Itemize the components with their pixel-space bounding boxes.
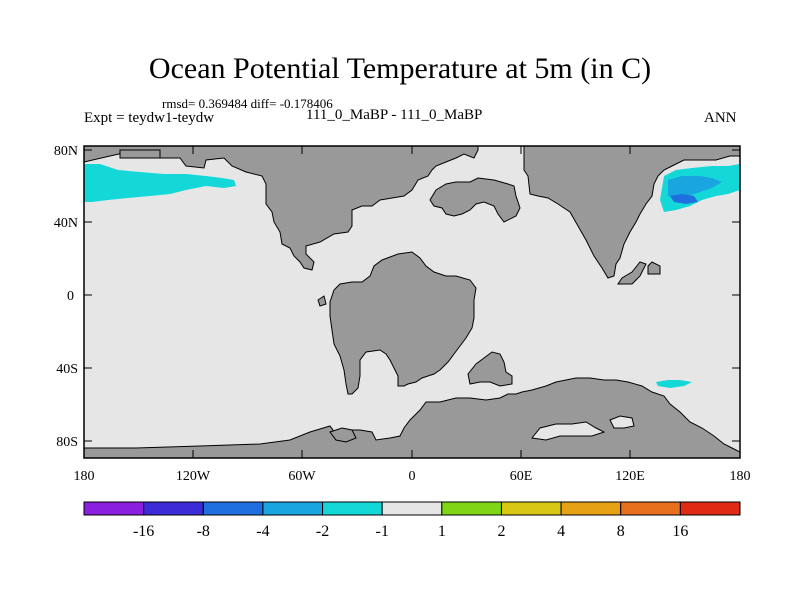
land-arctic-strip bbox=[119, 149, 161, 159]
latitude-labels: 80N 40N 0 40S 80S bbox=[54, 144, 78, 450]
colorbar-label: -16 bbox=[133, 523, 154, 540]
land-asia bbox=[523, 145, 741, 279]
land-island-east-2 bbox=[647, 261, 661, 275]
lat-tick-label: 0 bbox=[67, 289, 74, 304]
anomaly-patches bbox=[84, 164, 740, 388]
lon-tick-label: 120W bbox=[176, 469, 211, 484]
colorbar bbox=[83, 501, 741, 516]
lon-tick-label: 180 bbox=[730, 469, 751, 484]
land-islet-south bbox=[329, 427, 357, 443]
map-title: Ocean Potential Temperature at 5m (in C) bbox=[148, 52, 652, 85]
land-africa bbox=[329, 251, 477, 395]
lat-tick-label: 80N bbox=[54, 144, 78, 159]
anomaly-east-blue bbox=[670, 194, 698, 204]
colorbar-swatch bbox=[381, 501, 443, 516]
land-island-east bbox=[617, 261, 647, 285]
anomaly-south-cyan bbox=[656, 380, 692, 388]
lat-tick-label: 80S bbox=[56, 435, 78, 450]
colorbar-swatch bbox=[83, 501, 145, 516]
colorbar-swatch bbox=[500, 501, 562, 516]
landmasses bbox=[83, 145, 741, 459]
lon-tick-label: 180 bbox=[74, 469, 95, 484]
lon-tick-label: 120E bbox=[615, 469, 645, 484]
anomaly-west-atlantic bbox=[84, 164, 236, 202]
stats-line: rmsd= 0.369484 diff= -0.178406 bbox=[162, 96, 333, 111]
land-europe bbox=[429, 177, 521, 223]
colorbar-label: 4 bbox=[557, 523, 565, 540]
colorbar-swatch bbox=[679, 501, 741, 516]
longitude-axis bbox=[83, 146, 741, 458]
colorbar-label: -2 bbox=[316, 523, 329, 540]
colorbar-swatch bbox=[202, 501, 264, 516]
season-label: ANN bbox=[704, 110, 737, 126]
land-south-block bbox=[467, 351, 513, 387]
colorbar-swatch bbox=[620, 501, 681, 516]
land-islet-west bbox=[317, 295, 327, 307]
ocean-embayment-2 bbox=[609, 415, 635, 429]
colorbar-label: -8 bbox=[197, 523, 210, 540]
colorbar-labels: -16 -8 -4 -2 -1 1 2 4 8 16 bbox=[133, 523, 688, 540]
colorbar-label: -4 bbox=[256, 523, 269, 540]
colorbar-label: 8 bbox=[617, 523, 625, 540]
colorbar-swatch bbox=[560, 501, 622, 516]
colorbar-swatch bbox=[143, 501, 204, 516]
anomaly-east-lightblue bbox=[668, 176, 722, 198]
colorbar-swatch bbox=[262, 501, 324, 516]
ocean-embayment-1 bbox=[531, 421, 606, 441]
lat-tick-label: 40S bbox=[56, 362, 78, 377]
lon-tick-label: 0 bbox=[409, 469, 416, 484]
longitude-labels: 180 120W 60W 0 60E 120E 180 bbox=[74, 469, 751, 484]
colorbar-label: 16 bbox=[672, 523, 688, 540]
colorbar-label: 2 bbox=[497, 523, 505, 540]
colorbar-swatch bbox=[441, 501, 502, 516]
land-north-america bbox=[83, 145, 479, 271]
latitude-axis bbox=[84, 149, 740, 442]
lat-tick-label: 40N bbox=[54, 216, 78, 231]
lon-tick-label: 60E bbox=[510, 469, 533, 484]
case-label: 111_0_MaBP - 111_0_MaBP bbox=[306, 107, 483, 123]
lon-tick-label: 60W bbox=[288, 469, 316, 484]
colorbar-swatch bbox=[322, 501, 383, 516]
colorbar-label: -1 bbox=[376, 523, 389, 540]
colorbar-label: 1 bbox=[438, 523, 446, 540]
experiment-label: Expt = teydw1-teydw bbox=[84, 110, 215, 126]
